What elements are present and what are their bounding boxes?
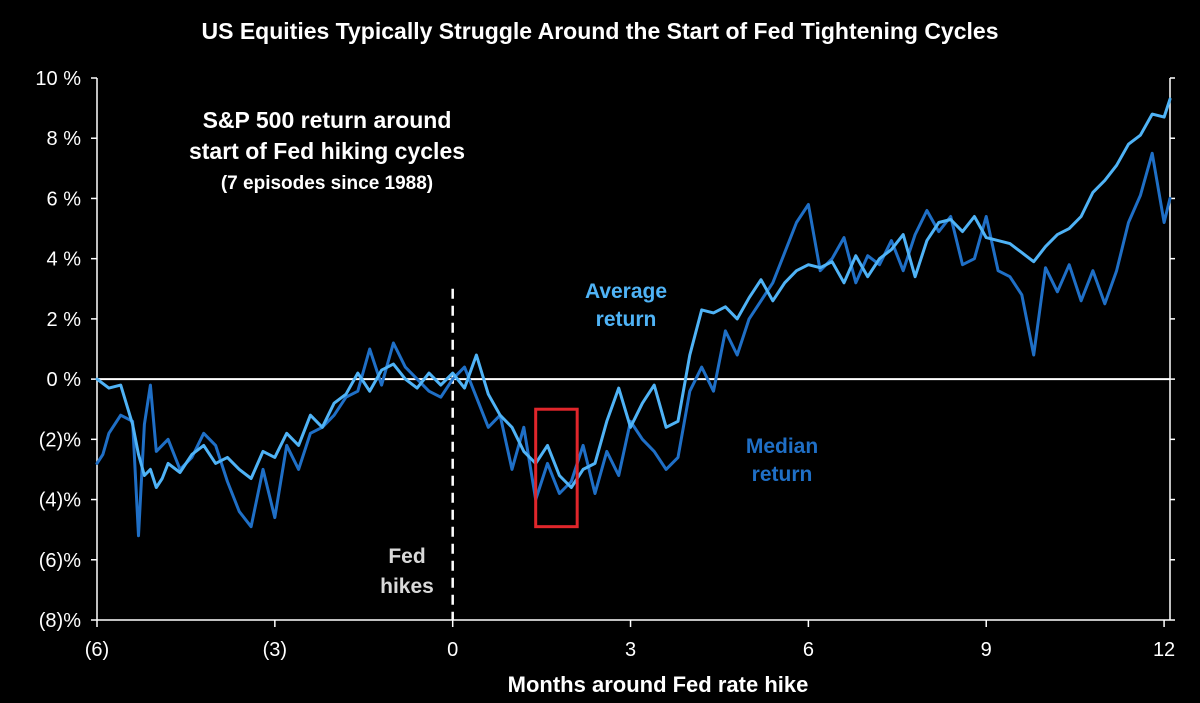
highlight-box bbox=[534, 407, 579, 529]
y-tick-label: (6)% bbox=[39, 550, 81, 572]
x-tick-label: (6) bbox=[85, 639, 109, 661]
x-tick-label: 3 bbox=[625, 639, 636, 661]
y-tick-label: 8 % bbox=[47, 128, 82, 150]
y-tick-label: 4 % bbox=[47, 249, 82, 271]
x-tick-label: 6 bbox=[803, 639, 814, 661]
median-return-line bbox=[95, 151, 1172, 538]
y-tick-label: (2)% bbox=[39, 429, 81, 451]
x-tick-label: 0 bbox=[447, 639, 458, 661]
x-tick-label: (3) bbox=[263, 639, 287, 661]
average-return-line bbox=[95, 97, 1172, 489]
y-tick-label: 10 % bbox=[35, 68, 81, 90]
x-axis-label: Months around Fed rate hike bbox=[508, 672, 809, 697]
y-tick-label: (8)% bbox=[39, 610, 81, 632]
fed-hikes-label-line1: Fed bbox=[388, 545, 425, 568]
annotation-box-line2: start of Fed hiking cycles bbox=[189, 138, 465, 164]
annotation-box-line3: (7 episodes since 1988) bbox=[221, 173, 433, 194]
average-return-label-line2: return bbox=[596, 308, 657, 331]
chart-title: US Equities Typically Struggle Around th… bbox=[201, 18, 999, 44]
annotation-box-line1: S&P 500 return around bbox=[203, 107, 452, 133]
median-return-label-line1: Median bbox=[746, 435, 818, 458]
y-tick-label: 6 % bbox=[47, 188, 82, 210]
fed-hikes-label-line2: hikes bbox=[380, 575, 434, 598]
y-tick-label: (4)% bbox=[39, 490, 81, 512]
median-return-label-line2: return bbox=[752, 463, 813, 486]
y-tick-label: 0 % bbox=[47, 369, 82, 391]
x-tick-label: 9 bbox=[981, 639, 992, 661]
y-tick-label: 2 % bbox=[47, 309, 82, 331]
average-return-label-line1: Average bbox=[585, 280, 667, 303]
x-tick-label: 12 bbox=[1153, 639, 1175, 661]
